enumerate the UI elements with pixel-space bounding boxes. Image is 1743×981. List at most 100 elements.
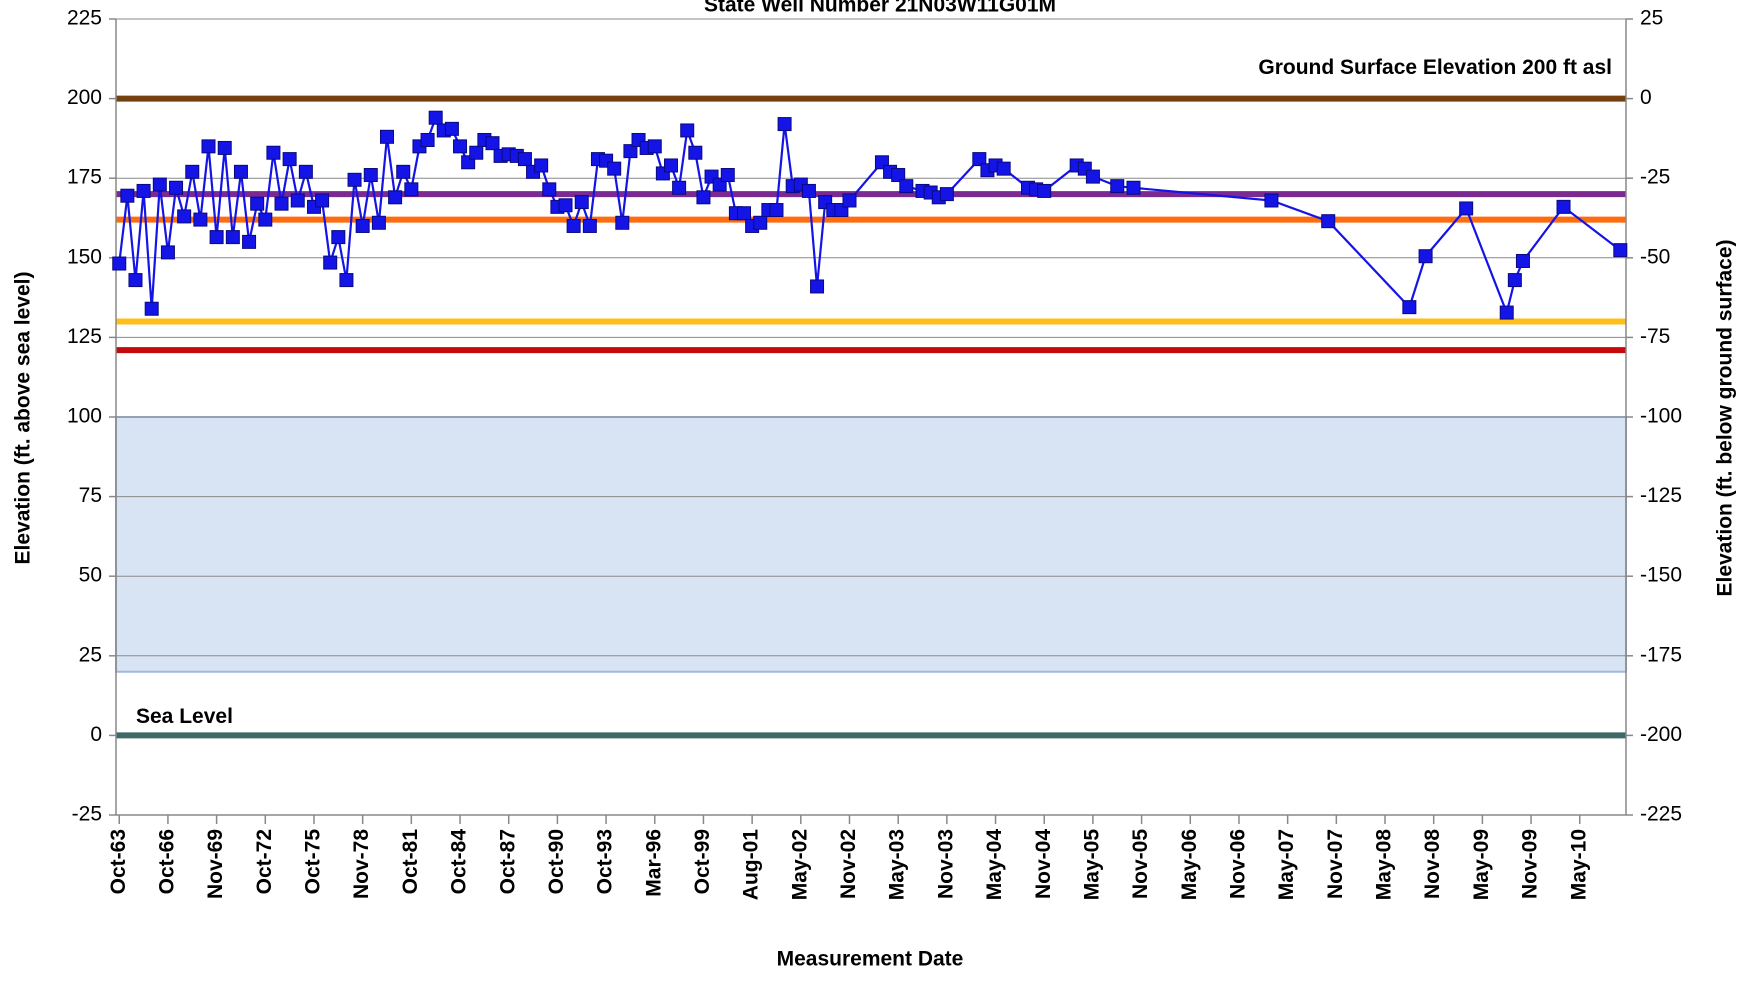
x-tick-label: May-09 — [1470, 829, 1493, 900]
x-tick-label: Oct-63 — [107, 829, 130, 894]
data-point — [939, 187, 954, 202]
data-point — [242, 234, 257, 249]
data-point — [217, 140, 232, 155]
x-tick-label: Oct-75 — [302, 829, 325, 895]
chart-title: State Well Number 21N03W11G01M — [704, 0, 1056, 17]
data-point — [1321, 214, 1336, 229]
data-point — [233, 164, 248, 179]
data-point — [615, 215, 630, 230]
y-axis-title: Elevation (ft. above sea level) — [12, 272, 35, 565]
data-point — [720, 168, 735, 183]
data-point — [1499, 305, 1514, 320]
data-point — [185, 164, 200, 179]
data-point — [290, 193, 305, 208]
data-point — [582, 218, 597, 233]
data-point — [574, 195, 589, 210]
data-point — [647, 139, 662, 154]
y2-tick-label: -75 — [1640, 325, 1670, 348]
y2-tick-label: -150 — [1640, 564, 1682, 587]
y-tick-label: 25 — [79, 643, 102, 666]
data-point — [891, 168, 906, 183]
y-tick-label: -25 — [72, 803, 102, 826]
data-point — [355, 218, 370, 233]
x-tick-label: Oct-72 — [253, 829, 276, 894]
x-tick-label: Nov-08 — [1421, 829, 1444, 899]
data-point — [623, 144, 638, 159]
x-tick-label: Oct-84 — [448, 829, 471, 895]
data-point — [160, 245, 175, 260]
data-point — [266, 145, 281, 160]
data-point — [201, 139, 216, 154]
x-tick-label: Oct-81 — [399, 829, 422, 895]
x-tick-label: May-03 — [886, 829, 909, 900]
data-point — [696, 190, 711, 205]
x-tick-label: Nov-07 — [1324, 829, 1347, 899]
data-point — [315, 193, 330, 208]
data-point — [972, 152, 987, 167]
x-tick-label: Oct-66 — [155, 829, 178, 894]
y2-tick-label: -25 — [1640, 166, 1670, 189]
x-tick-label: May-04 — [983, 829, 1006, 901]
data-point — [453, 139, 468, 154]
x-tick-label: Oct-90 — [545, 829, 568, 894]
data-point — [1515, 253, 1530, 268]
y2-tick-label: -200 — [1640, 723, 1682, 746]
data-point — [688, 145, 703, 160]
data-point — [485, 136, 500, 151]
data-point — [680, 123, 695, 138]
data-point — [144, 301, 159, 316]
y-tick-label: 175 — [67, 166, 102, 189]
data-point — [899, 179, 914, 194]
y-tick-label: 50 — [79, 564, 102, 587]
data-point — [209, 230, 224, 245]
data-point — [112, 256, 127, 271]
data-point — [1556, 199, 1571, 214]
x-tick-label: Mar-96 — [642, 829, 665, 897]
data-point — [769, 203, 784, 218]
data-point — [996, 161, 1011, 176]
x-tick-label: Aug-01 — [740, 829, 763, 900]
y2-tick-label: -225 — [1640, 803, 1682, 826]
data-point — [777, 117, 792, 132]
data-point — [363, 168, 378, 183]
y2-tick-label: -50 — [1640, 245, 1670, 268]
data-point — [542, 182, 557, 197]
y-tick-label: 225 — [67, 7, 102, 30]
data-point — [428, 110, 443, 125]
data-point — [396, 164, 411, 179]
x-tick-label: Nov-09 — [1519, 829, 1542, 899]
data-point — [1459, 201, 1474, 216]
y-tick-label: 150 — [67, 245, 102, 268]
data-point — [1264, 193, 1279, 208]
x-tick-label: Oct-99 — [691, 829, 714, 894]
x-axis-title: Measurement Date — [777, 948, 964, 971]
x-tick-label: May-08 — [1373, 829, 1396, 901]
data-point — [1507, 273, 1522, 288]
x-tick-label: May-10 — [1567, 829, 1590, 900]
data-point — [347, 172, 362, 187]
data-point — [566, 218, 581, 233]
data-point — [339, 273, 354, 288]
x-tick-label: Nov-78 — [350, 829, 373, 899]
data-point — [558, 198, 573, 213]
data-point — [250, 196, 265, 211]
x-tick-label: Nov-03 — [934, 829, 957, 899]
data-point — [136, 183, 151, 198]
x-tick-label: May-06 — [1178, 829, 1201, 900]
data-point — [128, 273, 143, 288]
y2-tick-label: 25 — [1640, 7, 1663, 30]
data-point — [534, 158, 549, 173]
data-point — [1418, 249, 1433, 264]
data-point — [1402, 300, 1417, 315]
y2-tick-label: -175 — [1640, 643, 1682, 666]
data-point — [444, 121, 459, 136]
data-point — [737, 206, 752, 221]
y-tick-label: 75 — [79, 484, 102, 507]
y-tick-label: 125 — [67, 325, 102, 348]
data-point — [672, 180, 687, 195]
data-point — [177, 209, 192, 224]
data-point — [331, 230, 346, 245]
data-point — [169, 180, 184, 195]
data-point — [1110, 179, 1125, 194]
